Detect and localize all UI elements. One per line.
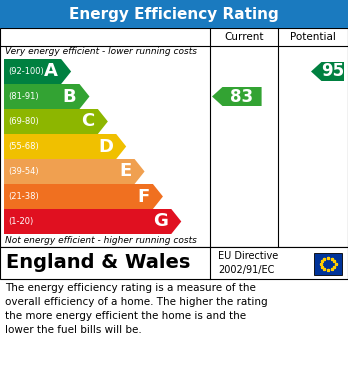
Polygon shape (4, 209, 181, 234)
Text: A: A (44, 63, 58, 81)
Polygon shape (4, 59, 71, 84)
Polygon shape (4, 134, 126, 159)
Text: (92-100): (92-100) (8, 67, 44, 76)
Bar (314, 253, 342, 275)
Text: G: G (153, 212, 168, 231)
Text: Current: Current (224, 32, 264, 42)
Polygon shape (4, 84, 89, 109)
Text: B: B (63, 88, 77, 106)
Text: EU Directive
2002/91/EC: EU Directive 2002/91/EC (218, 251, 278, 274)
Text: (69-80): (69-80) (8, 117, 39, 126)
Text: 95: 95 (321, 63, 344, 81)
Bar (0, 247, 348, 279)
Text: F: F (138, 188, 150, 206)
Text: C: C (81, 113, 95, 131)
Text: D: D (98, 138, 113, 156)
Text: E: E (119, 163, 132, 181)
Polygon shape (4, 109, 108, 134)
Polygon shape (4, 159, 144, 184)
Text: Potential: Potential (290, 32, 336, 42)
Text: (21-38): (21-38) (8, 192, 39, 201)
Text: Energy Efficiency Rating: Energy Efficiency Rating (69, 7, 279, 22)
Polygon shape (311, 62, 344, 81)
Text: (81-91): (81-91) (8, 92, 39, 101)
Polygon shape (212, 87, 262, 106)
Text: Very energy efficient - lower running costs: Very energy efficient - lower running co… (5, 47, 197, 56)
Text: (39-54): (39-54) (8, 167, 39, 176)
Text: 83: 83 (230, 88, 254, 106)
Bar (0, 0, 348, 28)
Text: Not energy efficient - higher running costs: Not energy efficient - higher running co… (5, 236, 197, 245)
Text: England & Wales: England & Wales (6, 253, 190, 273)
Text: (55-68): (55-68) (8, 142, 39, 151)
Text: (1-20): (1-20) (8, 217, 33, 226)
Text: The energy efficiency rating is a measure of the
overall efficiency of a home. T: The energy efficiency rating is a measur… (5, 283, 268, 335)
Bar (0, 28, 348, 247)
Polygon shape (4, 184, 163, 209)
